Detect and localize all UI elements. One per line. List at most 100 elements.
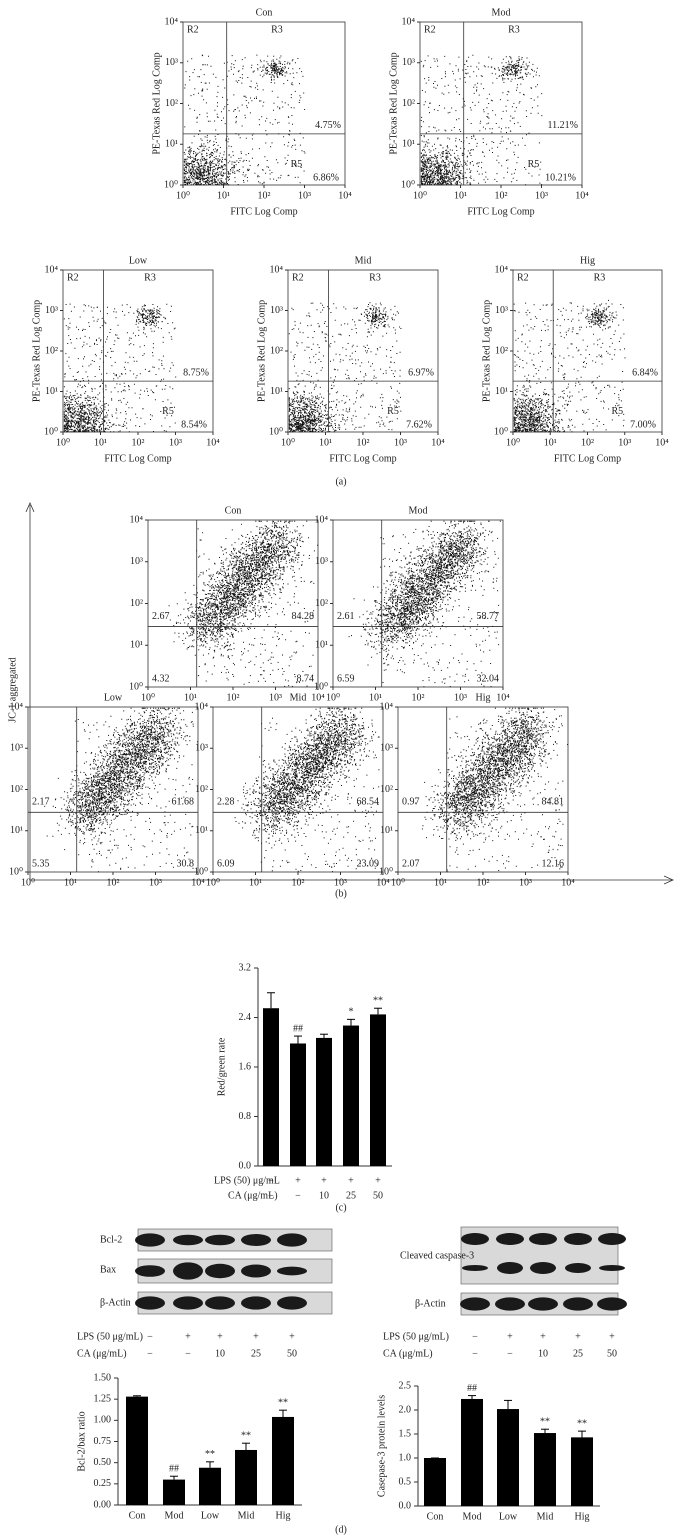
plot-title: Mod xyxy=(409,505,428,516)
x-tick-label: 10³ xyxy=(454,692,467,703)
y-tick-label: 10¹ xyxy=(380,825,393,836)
condition-value: + xyxy=(289,1331,295,1342)
plot-frame xyxy=(419,21,583,186)
x-tick-label: 10² xyxy=(227,692,240,703)
y-axis-label: Casepase-3 protein levels xyxy=(376,1395,387,1497)
quadrant-percent: 4.75% xyxy=(315,120,341,131)
blot-label: Cleaved caspase-3 xyxy=(400,1250,474,1261)
y-tick-label: 10² xyxy=(270,345,283,356)
blot-band xyxy=(205,1234,235,1246)
condition-value: + xyxy=(575,1331,581,1342)
bar xyxy=(199,1467,221,1505)
condition-value: − xyxy=(147,1348,153,1359)
x-tick-label: 10⁰ xyxy=(206,877,220,888)
blot-label: β-Actin xyxy=(100,1297,131,1308)
region-label: R4 xyxy=(304,414,316,425)
y-tick-label: 10⁰ xyxy=(314,681,328,692)
quadrant-value: 6.09 xyxy=(217,858,235,869)
x-tick-label: Con xyxy=(129,1510,146,1521)
plot-title: Mid xyxy=(290,692,307,703)
x-tick-label: 10¹ xyxy=(64,877,77,888)
blot-band xyxy=(529,1233,557,1245)
y-tick-label: 10² xyxy=(195,784,208,795)
bar xyxy=(290,1043,306,1166)
blot-band xyxy=(599,1265,625,1271)
y-tick-label: 10¹ xyxy=(10,825,23,836)
quadrant-percent: 8.54% xyxy=(181,419,207,430)
x-tick-label: 10³ xyxy=(394,437,407,448)
region-label: R3 xyxy=(369,272,381,283)
condition-value: 10 xyxy=(319,1190,329,1201)
condition-value: − xyxy=(185,1348,191,1359)
blot-band xyxy=(241,1234,271,1246)
quadrant-value: 0.97 xyxy=(402,797,420,808)
y-tick-label: 1.6 xyxy=(239,1061,252,1072)
x-tick-label: 10³ xyxy=(298,190,311,201)
quadrant-value: 2.61 xyxy=(337,611,355,622)
y-tick-label: 0.75 xyxy=(94,1436,112,1447)
bar xyxy=(370,1014,386,1166)
quadrant-value: 5.35 xyxy=(32,858,50,869)
event-dots xyxy=(183,54,306,186)
x-tick-label: 10⁴ xyxy=(655,437,669,448)
bar xyxy=(263,1008,279,1166)
y-tick-label: 0.00 xyxy=(94,1499,112,1510)
blot-band xyxy=(563,1297,593,1311)
region-label: R5 xyxy=(291,159,303,170)
condition-value: − xyxy=(295,1190,301,1201)
quadrant-value: 2.28 xyxy=(217,797,235,808)
blot-band xyxy=(135,1265,165,1277)
y-tick-label: 2.0 xyxy=(399,1404,412,1415)
condition-value: − xyxy=(507,1348,513,1359)
plot-frame xyxy=(182,21,346,186)
region-label: R3 xyxy=(144,272,156,283)
y-tick-label: 10² xyxy=(130,598,143,609)
quadrant-percent: 10.21% xyxy=(545,172,576,183)
blot-band xyxy=(597,1297,627,1311)
x-tick-label: 10⁰ xyxy=(56,437,70,448)
y-axis-label: Red/green rate xyxy=(216,1037,227,1096)
x-tick-label: 10⁴ xyxy=(376,877,390,888)
region-label: R2 xyxy=(292,272,304,283)
blot-band xyxy=(460,1297,490,1311)
condition-value: + xyxy=(321,1175,327,1186)
condition-value: 50 xyxy=(607,1348,617,1359)
blot-band xyxy=(461,1233,489,1245)
condition-label: LPS (50) μg/mL xyxy=(214,1175,280,1186)
condition-value: + xyxy=(540,1331,546,1342)
x-tick-label: 10¹ xyxy=(319,437,332,448)
y-tick-label: 10¹ xyxy=(402,139,415,150)
x-tick-label: 10⁴ xyxy=(575,190,589,201)
y-tick-label: 0.25 xyxy=(94,1478,112,1489)
y-tick-label: 10³ xyxy=(270,305,283,316)
quadrant-value: 2.17 xyxy=(32,797,50,808)
plot-frame xyxy=(332,519,504,688)
y-tick-label: 0.0 xyxy=(399,1500,412,1511)
plot-frame xyxy=(62,269,214,433)
event-dots xyxy=(513,299,626,433)
quadrant-percent: 7.62% xyxy=(406,419,432,430)
x-tick-label: 10⁰ xyxy=(506,437,520,448)
y-tick-label: 10⁴ xyxy=(270,264,284,275)
x-tick-label: 10⁰ xyxy=(21,877,35,888)
x-tick-label: 10² xyxy=(495,190,508,201)
bar xyxy=(424,1458,446,1506)
condition-value: − xyxy=(268,1175,274,1186)
quadrant-value: 84.28 xyxy=(292,611,315,622)
x-axis-label: FITC Log Comp xyxy=(104,453,171,464)
y-tick-label: 10¹ xyxy=(195,825,208,836)
blot-band xyxy=(496,1233,524,1245)
condition-value: 10 xyxy=(538,1348,548,1359)
condition-value: + xyxy=(253,1331,259,1342)
plot-title: Low xyxy=(104,692,123,703)
blot-label: β-Actin xyxy=(415,1298,446,1309)
x-tick-label: 10³ xyxy=(149,877,162,888)
x-tick-label: Low xyxy=(201,1510,220,1521)
y-tick-label: 10¹ xyxy=(315,640,328,651)
region-label: R4 xyxy=(529,414,541,425)
y-tick-label: 1.50 xyxy=(94,1372,112,1383)
condition-label: LPS (50 μg/mL) xyxy=(383,1331,449,1342)
y-axis-label: JC-1 aggregated xyxy=(7,657,18,722)
x-axis-label: FITC Log Comp xyxy=(230,206,297,217)
plot-title: Con xyxy=(256,7,273,18)
